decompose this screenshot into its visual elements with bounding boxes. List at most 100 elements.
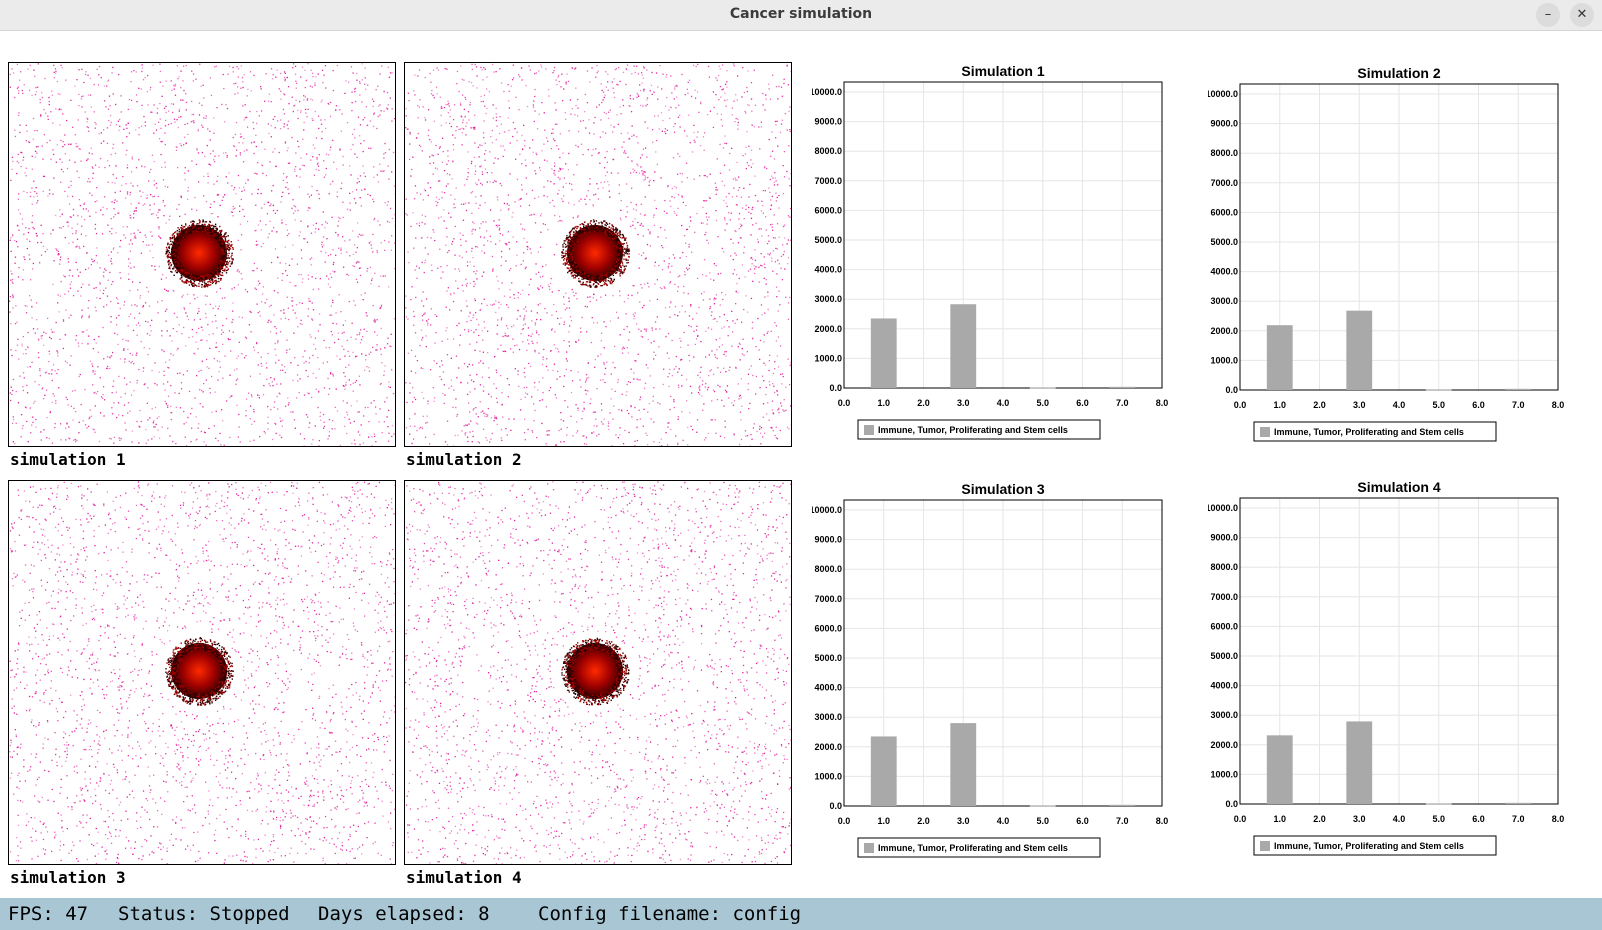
- immune-cell: [315, 76, 317, 78]
- immune-cell: [142, 306, 144, 308]
- immune-cell: [178, 324, 180, 326]
- immune-cell: [340, 249, 342, 251]
- immune-cell: [113, 247, 115, 249]
- immune-cell: [642, 336, 644, 338]
- tumor-cell: [169, 238, 171, 240]
- immune-cell: [113, 216, 115, 218]
- immune-cell: [41, 145, 43, 147]
- immune-cell: [318, 288, 320, 290]
- immune-cell: [203, 382, 205, 385]
- tumor-cell: [219, 235, 221, 237]
- immune-cell: [106, 367, 108, 369]
- immune-cell: [566, 73, 568, 75]
- immune-cell: [194, 298, 196, 300]
- immune-cell: [477, 146, 480, 148]
- immune-cell: [346, 208, 349, 210]
- immune-cell: [422, 291, 424, 293]
- immune-cell: [9, 311, 11, 313]
- immune-cell: [443, 106, 446, 109]
- immune-cell: [70, 216, 72, 218]
- tumor-cell: [216, 271, 219, 273]
- immune-cell: [318, 154, 320, 156]
- immune-cell: [214, 155, 216, 157]
- immune-cell: [45, 112, 47, 114]
- immune-cell: [212, 150, 214, 152]
- immune-cell: [190, 413, 192, 415]
- immune-cell: [343, 372, 345, 374]
- immune-cell: [611, 388, 613, 390]
- immune-cell: [466, 436, 469, 438]
- close-button[interactable]: ✕: [1570, 3, 1594, 27]
- immune-cell: [498, 219, 500, 221]
- tumor-cell: [215, 238, 217, 240]
- immune-cell: [56, 350, 58, 352]
- immune-cell: [737, 128, 739, 130]
- immune-cell: [340, 247, 342, 249]
- immune-cell: [314, 231, 316, 233]
- immune-cell: [158, 416, 160, 418]
- immune-cell: [245, 337, 248, 339]
- immune-cell: [28, 228, 30, 230]
- immune-cell: [625, 67, 627, 70]
- immune-cell: [305, 360, 307, 363]
- immune-cell: [246, 220, 249, 223]
- immune-cell: [154, 123, 156, 125]
- immune-cell: [644, 258, 646, 260]
- tumor-cell: [168, 266, 171, 268]
- tumor-cell: [226, 269, 229, 271]
- immune-cell: [593, 431, 595, 433]
- immune-cell: [199, 403, 201, 405]
- immune-cell: [496, 333, 498, 335]
- immune-cell: [11, 278, 14, 281]
- immune-cell: [370, 351, 372, 353]
- immune-cell: [207, 324, 209, 326]
- immune-cell: [156, 112, 158, 114]
- tumor-cell: [215, 229, 217, 231]
- immune-cell: [482, 351, 484, 353]
- immune-cell: [311, 276, 313, 278]
- immune-cell: [440, 378, 443, 381]
- immune-cell: [417, 104, 419, 107]
- minimize-button[interactable]: –: [1536, 3, 1560, 27]
- tumor-cell: [173, 266, 175, 268]
- immune-cell: [748, 206, 750, 209]
- immune-cell: [715, 77, 717, 79]
- immune-cell: [298, 302, 301, 304]
- immune-cell: [141, 70, 143, 73]
- immune-cell: [508, 384, 510, 386]
- immune-cell: [297, 326, 299, 328]
- immune-cell: [751, 124, 753, 126]
- immune-cell: [355, 355, 357, 358]
- immune-cell: [18, 266, 20, 269]
- immune-cell: [296, 82, 298, 84]
- immune-cell: [563, 88, 565, 90]
- immune-cell: [362, 150, 364, 153]
- immune-cell: [95, 211, 97, 214]
- immune-cell: [275, 165, 277, 168]
- immune-cell: [368, 147, 370, 149]
- immune-cell: [267, 416, 269, 418]
- immune-cell: [133, 232, 135, 234]
- immune-cell: [219, 432, 221, 435]
- immune-cell: [98, 133, 100, 135]
- immune-cell: [445, 122, 447, 124]
- immune-cell: [429, 443, 431, 445]
- immune-cell: [208, 367, 210, 369]
- immune-cell: [655, 151, 657, 153]
- immune-cell: [126, 226, 128, 228]
- immune-cell: [414, 355, 417, 357]
- immune-cell: [288, 318, 290, 321]
- immune-cell: [226, 154, 228, 157]
- immune-cell: [741, 264, 744, 266]
- immune-cell: [478, 334, 480, 337]
- tumor-cell: [170, 256, 172, 258]
- immune-cell: [185, 109, 187, 111]
- immune-cell: [375, 89, 377, 91]
- immune-cell: [292, 300, 294, 302]
- immune-cell: [18, 358, 20, 360]
- immune-cell: [113, 442, 115, 444]
- immune-cell: [332, 375, 334, 377]
- immune-cell: [641, 72, 643, 74]
- immune-cell: [249, 375, 252, 377]
- immune-cell: [702, 409, 704, 411]
